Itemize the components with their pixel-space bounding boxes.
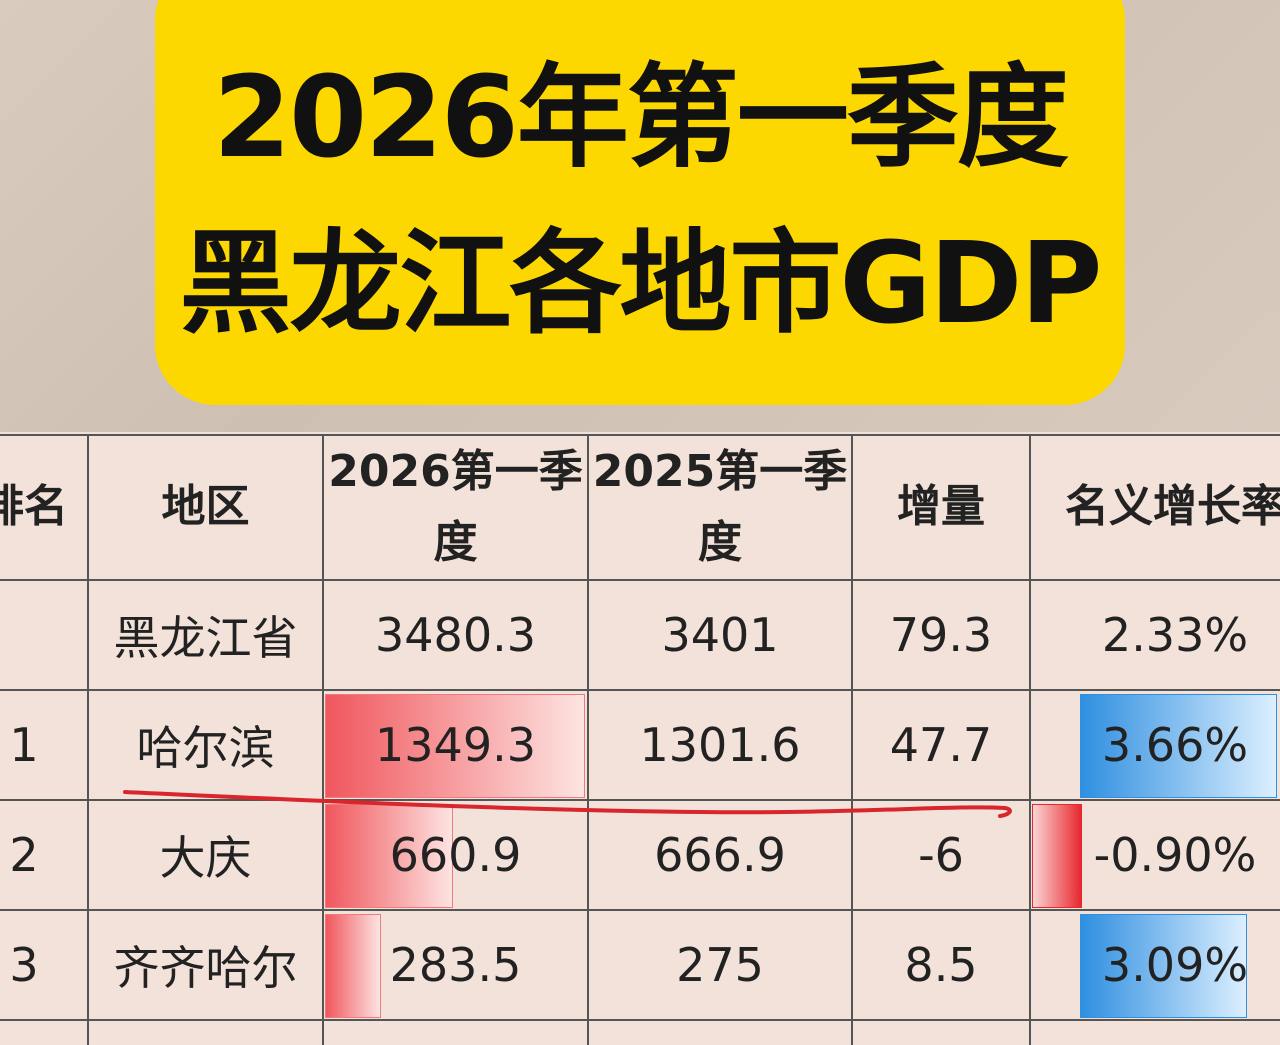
table-cell: 79.3 [889, 608, 993, 662]
grid-line [587, 435, 589, 1045]
grid-line [1029, 435, 1031, 1045]
table-cell: 666.9 [654, 828, 786, 882]
grid-line [322, 435, 324, 1045]
column-header: 2025第一季度 [592, 446, 848, 568]
table-cell: 1301.6 [639, 718, 801, 772]
table-cell: 47.7 [889, 718, 993, 772]
column-header: 排名 [0, 481, 68, 533]
table-cell: 1 [9, 718, 39, 772]
grid-line [851, 435, 853, 1045]
table-cell: 大庆 [159, 831, 252, 885]
table-cell: 275 [676, 938, 764, 992]
grid-line [0, 689, 1280, 691]
grid-line [0, 799, 1280, 801]
table-cell: 3401 [661, 608, 779, 662]
table-cell: 3.09% [1101, 938, 1249, 992]
data-bar [325, 914, 382, 1018]
table-cell: -0.90% [1093, 828, 1257, 882]
column-header: 地区 [161, 481, 250, 533]
data-bar [1032, 804, 1082, 908]
column-header: 2026第一季度 [328, 446, 583, 568]
grid-line [0, 579, 1280, 581]
column-header: 名义增长率 [1065, 481, 1280, 533]
table-cell: 1349.3 [375, 718, 536, 772]
grid-line [87, 435, 89, 1045]
table-cell: 3.66% [1101, 718, 1249, 772]
table-cell: 2.33% [1101, 608, 1249, 662]
grid-line [0, 1019, 1280, 1021]
data-bar [1080, 914, 1247, 1018]
table-cell: 3 [9, 938, 39, 992]
table-cell: 哈尔滨 [136, 721, 275, 775]
table-cell: 3480.3 [375, 608, 536, 662]
data-bar [1080, 694, 1277, 798]
table-cell: 8.5 [904, 938, 978, 992]
table-cell: -6 [918, 828, 964, 882]
grid-line [0, 434, 1280, 436]
title-banner [155, 0, 1125, 405]
column-header: 增量 [897, 481, 985, 533]
table-cell: 2 [9, 828, 39, 882]
title-line: 2026年第一季度 [213, 53, 1069, 183]
grid-line [0, 909, 1280, 911]
table-cell: 283.5 [389, 938, 522, 992]
table-cell: 黑龙江省 [113, 611, 298, 665]
table-cell: 660.9 [389, 828, 522, 882]
table-cell: 齐齐哈尔 [113, 941, 298, 995]
title-line: 黑龙江各地市GDP [179, 219, 1103, 349]
